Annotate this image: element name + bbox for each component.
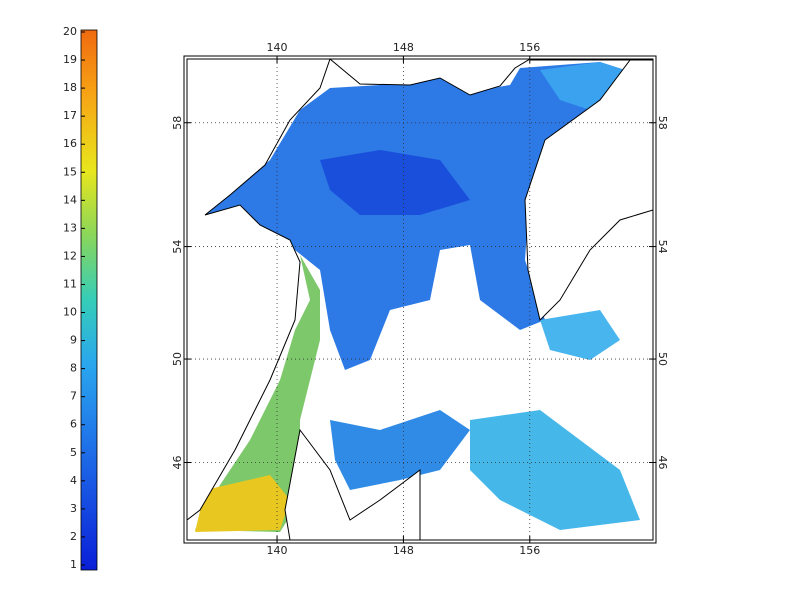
colorbar-tick-label: 4 — [70, 474, 77, 487]
kamchatka — [524, 59, 653, 321]
x-tick-label-top: 148 — [393, 41, 414, 54]
hokkaido-data — [195, 475, 290, 532]
colorbar-tick-label: 15 — [63, 165, 77, 178]
ocean-data — [470, 410, 640, 530]
y-tick-label-right: 54 — [656, 240, 669, 254]
y-tick-label-right: 50 — [656, 352, 669, 366]
colorbar — [80, 29, 98, 571]
hokkaido — [284, 428, 421, 540]
colorbar-tick-label: 9 — [70, 334, 77, 347]
colorbar-tick-label: 3 — [70, 502, 77, 515]
colorbar-tick-label: 10 — [63, 306, 77, 319]
y-tick-label-right: 58 — [656, 116, 669, 130]
ocean-data — [320, 150, 470, 215]
north-coast — [329, 59, 531, 96]
x-tick-label-bottom: 156 — [519, 544, 540, 557]
mainland — [187, 59, 331, 521]
colorbar-tick-label: 17 — [63, 109, 77, 122]
y-tick-label-left: 54 — [171, 240, 184, 254]
colorbar-tick-label: 19 — [63, 53, 77, 66]
y-tick-label-left: 58 — [171, 116, 184, 130]
y-tick-label-left: 50 — [171, 352, 184, 366]
colorbar-tick-label: 13 — [63, 221, 77, 234]
map-frame-outer — [183, 55, 657, 544]
sakhalin-data — [195, 255, 320, 532]
colorbar-tick-label: 20 — [63, 25, 77, 38]
colorbar-tick-label: 1 — [70, 558, 77, 571]
colorbar-tick-label: 11 — [63, 277, 77, 290]
colorbar-tick-label: 14 — [63, 193, 77, 206]
map-area — [187, 59, 653, 540]
ocean-data — [200, 62, 625, 370]
colorbar-tick-label: 6 — [70, 418, 77, 431]
ocean-data — [540, 62, 625, 110]
x-tick-label-bottom: 148 — [393, 544, 414, 557]
colorbar-tick-label: 2 — [70, 530, 77, 543]
colorbar-tick-label: 5 — [70, 446, 77, 459]
colorbar-tick-label: 18 — [63, 81, 77, 94]
colorbar-tick-label: 16 — [63, 137, 77, 150]
colorbar-tick-label: 7 — [70, 390, 77, 403]
colorbar-tick-label: 8 — [70, 362, 77, 375]
y-tick-label-left: 46 — [171, 456, 184, 470]
ocean-data — [540, 310, 620, 360]
x-tick-label-top: 156 — [519, 41, 540, 54]
ocean-data — [330, 410, 470, 490]
colorbar-tick-label: 12 — [63, 249, 77, 262]
x-tick-label-bottom: 140 — [267, 544, 288, 557]
x-tick-label-top: 140 — [267, 41, 288, 54]
map-frame — [186, 58, 654, 541]
y-tick-label-right: 46 — [656, 456, 669, 470]
